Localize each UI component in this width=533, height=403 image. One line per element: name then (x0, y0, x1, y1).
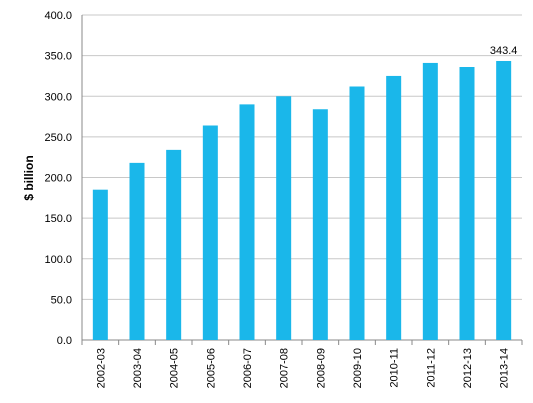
x-tick-label: 2012-13 (462, 348, 474, 388)
x-tick-label: 2007-08 (279, 348, 291, 388)
y-tick-label: 50.0 (51, 294, 72, 306)
x-tick-label: 2009-10 (352, 348, 364, 388)
x-tick-label: 2002-03 (95, 348, 107, 388)
x-tick-label: 2003-04 (132, 348, 144, 388)
y-tick-label: 400.0 (44, 10, 72, 22)
bar (166, 149, 182, 340)
bar (349, 86, 365, 340)
bar (496, 60, 512, 341)
bar (459, 67, 475, 340)
y-tick-label: 300.0 (44, 91, 72, 103)
y-tick-label: 250.0 (44, 132, 72, 144)
data-labels: 343.4 (490, 45, 518, 57)
y-axis-label: $ billion (22, 155, 36, 200)
x-tick-label: 2008-09 (315, 348, 327, 388)
x-tick-label: 2013-14 (499, 348, 511, 388)
y-tick-labels: 0.0 50.0 100.0 150.0 200.0 250.0 300.0 350.0 400… (44, 10, 72, 347)
x-tick-label: 2010-11 (389, 348, 401, 388)
y-tick-label: 100.0 (44, 254, 72, 266)
bar (312, 109, 328, 340)
x-tick-label: 2011-12 (425, 348, 437, 388)
bar (422, 62, 438, 340)
x-tick-label: 2006-07 (242, 348, 254, 388)
x-tick-label: 2004-05 (169, 348, 181, 388)
gridlines (81, 14, 523, 345)
bar (239, 104, 255, 340)
y-tick-label: 0.0 (57, 335, 72, 347)
x-tick-labels: 2002-03 2003-04 2004-05 2005-06 2006-07 2007-… (95, 348, 510, 388)
y-tick-label: 150.0 (44, 213, 72, 225)
bar (386, 75, 402, 340)
bar (129, 162, 145, 340)
bar (202, 125, 218, 340)
x-tick-label: 2005-06 (205, 348, 217, 388)
bar (92, 189, 108, 340)
bar (276, 96, 292, 340)
y-tick-label: 200.0 (44, 173, 72, 185)
data-label: 343.4 (490, 45, 518, 57)
y-tick-label: 350.0 (44, 51, 72, 63)
bars (92, 60, 512, 341)
